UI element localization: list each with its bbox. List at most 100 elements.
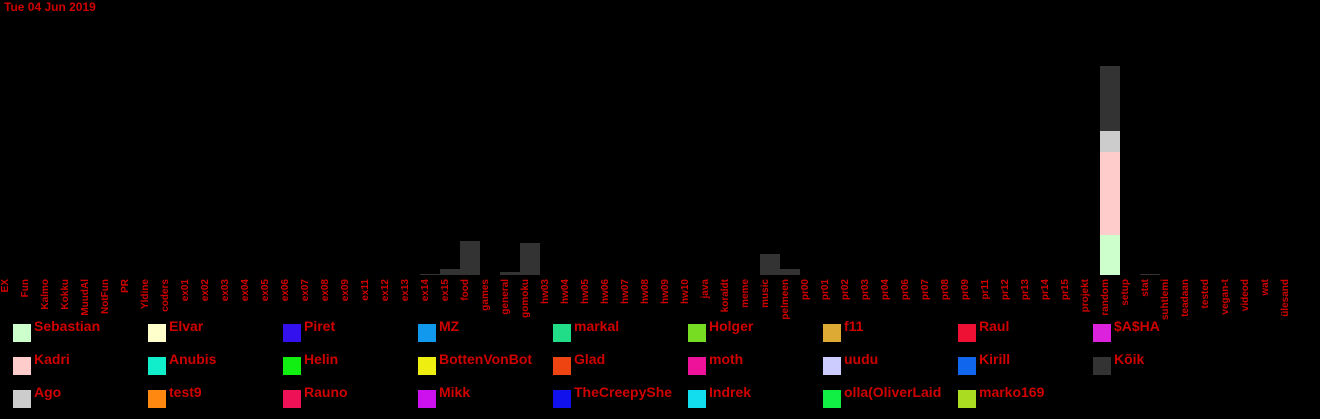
- legend-swatch: [958, 390, 976, 408]
- legend-swatch: [148, 390, 166, 408]
- category-label-food: food: [460, 279, 471, 301]
- legend-label: markal: [574, 318, 620, 334]
- category-label-ex04: ex04: [240, 279, 251, 302]
- category-label-ex01: ex01: [180, 279, 191, 302]
- category-label-hw05: hw05: [580, 279, 591, 304]
- legend-label: Piret: [304, 318, 336, 334]
- category-label-wat: wat: [1260, 278, 1271, 296]
- legend-swatch: [418, 357, 436, 375]
- category-label-music: music: [760, 279, 771, 308]
- legend-swatch: [553, 324, 571, 342]
- bar-random-Kadri: [1100, 152, 1120, 235]
- legend-swatch: [823, 324, 841, 342]
- bar-stat-Kõik: [1140, 274, 1160, 275]
- category-label-vegan-t: vegan-t: [1220, 278, 1231, 314]
- category-label-coders: coders: [160, 279, 171, 312]
- category-label-ex15: ex15: [440, 279, 451, 302]
- legend-swatch: [418, 390, 436, 408]
- category-label-EX: EX: [0, 279, 11, 293]
- category-label-pr02: pr02: [840, 279, 851, 301]
- category-label-ex14: ex14: [420, 279, 431, 302]
- category-label-Yldine: Yldine: [140, 279, 151, 309]
- category-label-pr03: pr03: [860, 279, 871, 301]
- category-label-koraldt: koraldt: [720, 278, 731, 312]
- category-label-games: games: [480, 279, 491, 311]
- legend-label: moth: [709, 351, 744, 367]
- legend-label: Raul: [979, 318, 1010, 334]
- category-label-PR: PR: [120, 278, 131, 293]
- category-label-Kokku: Kokku: [60, 279, 71, 310]
- legend-label: Mikk: [439, 384, 471, 400]
- category-label-NotFun: NotFun: [100, 279, 111, 314]
- bar-random-Kõik: [1100, 66, 1120, 131]
- legend-label: TheCreepyShe: [574, 384, 673, 400]
- legend-label: Elvar: [169, 318, 204, 334]
- legend-swatch: [688, 390, 706, 408]
- category-label-pr08: pr08: [940, 279, 951, 301]
- legend-swatch: [553, 357, 571, 375]
- category-label-Kalmo: Kalmo: [40, 279, 51, 310]
- category-label-hw07: hw07: [620, 279, 631, 304]
- legend-label: olla(OliverLaid: [844, 384, 942, 400]
- category-label-setup: setup: [1120, 279, 1131, 306]
- legend-label: Holger: [709, 318, 754, 334]
- category-label-hw09: hw09: [660, 279, 671, 304]
- category-label-gomoku: gomoku: [520, 279, 531, 318]
- legend-swatch: [13, 390, 31, 408]
- category-label-suhtlemi: suhtlemi: [1160, 279, 1171, 320]
- category-label-general: general: [500, 279, 511, 315]
- category-label-pr04: pr04: [880, 279, 891, 301]
- legend-label: $A$HA: [1114, 318, 1160, 334]
- category-label-ex05: ex05: [260, 279, 271, 302]
- legend-label: BottenVonBot: [439, 351, 533, 367]
- legend-swatch: [958, 324, 976, 342]
- legend-swatch: [283, 390, 301, 408]
- legend-label: uudu: [844, 351, 879, 367]
- category-label-pr00: pr00: [800, 279, 811, 301]
- legend-label: Rauno: [304, 384, 348, 400]
- bar-ex15-Kõik: [440, 269, 460, 275]
- legend-swatch: [283, 324, 301, 342]
- category-label-pelmeen: pelmeen: [780, 279, 791, 320]
- category-label-pr13: pr13: [1020, 279, 1031, 301]
- category-label-teadaan: teadaan: [1180, 279, 1191, 317]
- category-label-ex09: ex09: [340, 279, 351, 302]
- category-label-ex12: ex12: [380, 279, 391, 302]
- legend-label: Indrek: [709, 384, 752, 400]
- legend-label: test9: [169, 384, 202, 400]
- legend-swatch: [823, 357, 841, 375]
- legend-label: Anubis: [169, 351, 217, 367]
- bar-general-Kõik: [500, 272, 520, 275]
- bar-food-Kõik: [460, 241, 480, 275]
- legend-swatch: [13, 357, 31, 375]
- date-label: Tue 04 Jun 2019: [4, 0, 96, 14]
- legend-swatch: [283, 357, 301, 375]
- category-label-meme: meme: [740, 279, 751, 308]
- legend-swatch: [958, 357, 976, 375]
- legend-label: marko169: [979, 384, 1045, 400]
- stacked-bar-chart: EX Fun Kalmo Kokku MuudAl NotFun PR Yldine coder…: [0, 66, 1291, 320]
- category-label-pr12: pr12: [1000, 279, 1011, 301]
- bar-random-Sebastian: [1100, 235, 1120, 275]
- category-label-pr09: pr09: [960, 279, 971, 301]
- bar-pelmeen-Kõik: [780, 269, 800, 275]
- category-label-pr07: pr07: [920, 279, 931, 301]
- bar-music-Kõik: [760, 254, 780, 275]
- legend-swatch: [418, 324, 436, 342]
- category-label-Fun: Fun: [20, 279, 31, 297]
- category-label-ex07: ex07: [300, 279, 311, 302]
- legend-label: Glad: [574, 351, 606, 367]
- category-label-tested: tested: [1200, 279, 1211, 308]
- category-label-java: java: [700, 279, 711, 300]
- bar-ex14-Kõik: [420, 274, 440, 275]
- legend-label: Kõik: [1114, 351, 1145, 367]
- category-label-ex13: ex13: [400, 279, 411, 302]
- legend-label: MZ: [439, 318, 460, 334]
- legend-label: Kadri: [34, 351, 70, 367]
- category-label-hw03: hw03: [540, 279, 551, 304]
- category-label-videod: videod: [1240, 279, 1251, 311]
- category-label-hw06: hw06: [600, 279, 611, 304]
- legend-label: Helin: [304, 351, 339, 367]
- category-label-stat: stat: [1140, 278, 1151, 296]
- category-label-hw04: hw04: [560, 279, 571, 304]
